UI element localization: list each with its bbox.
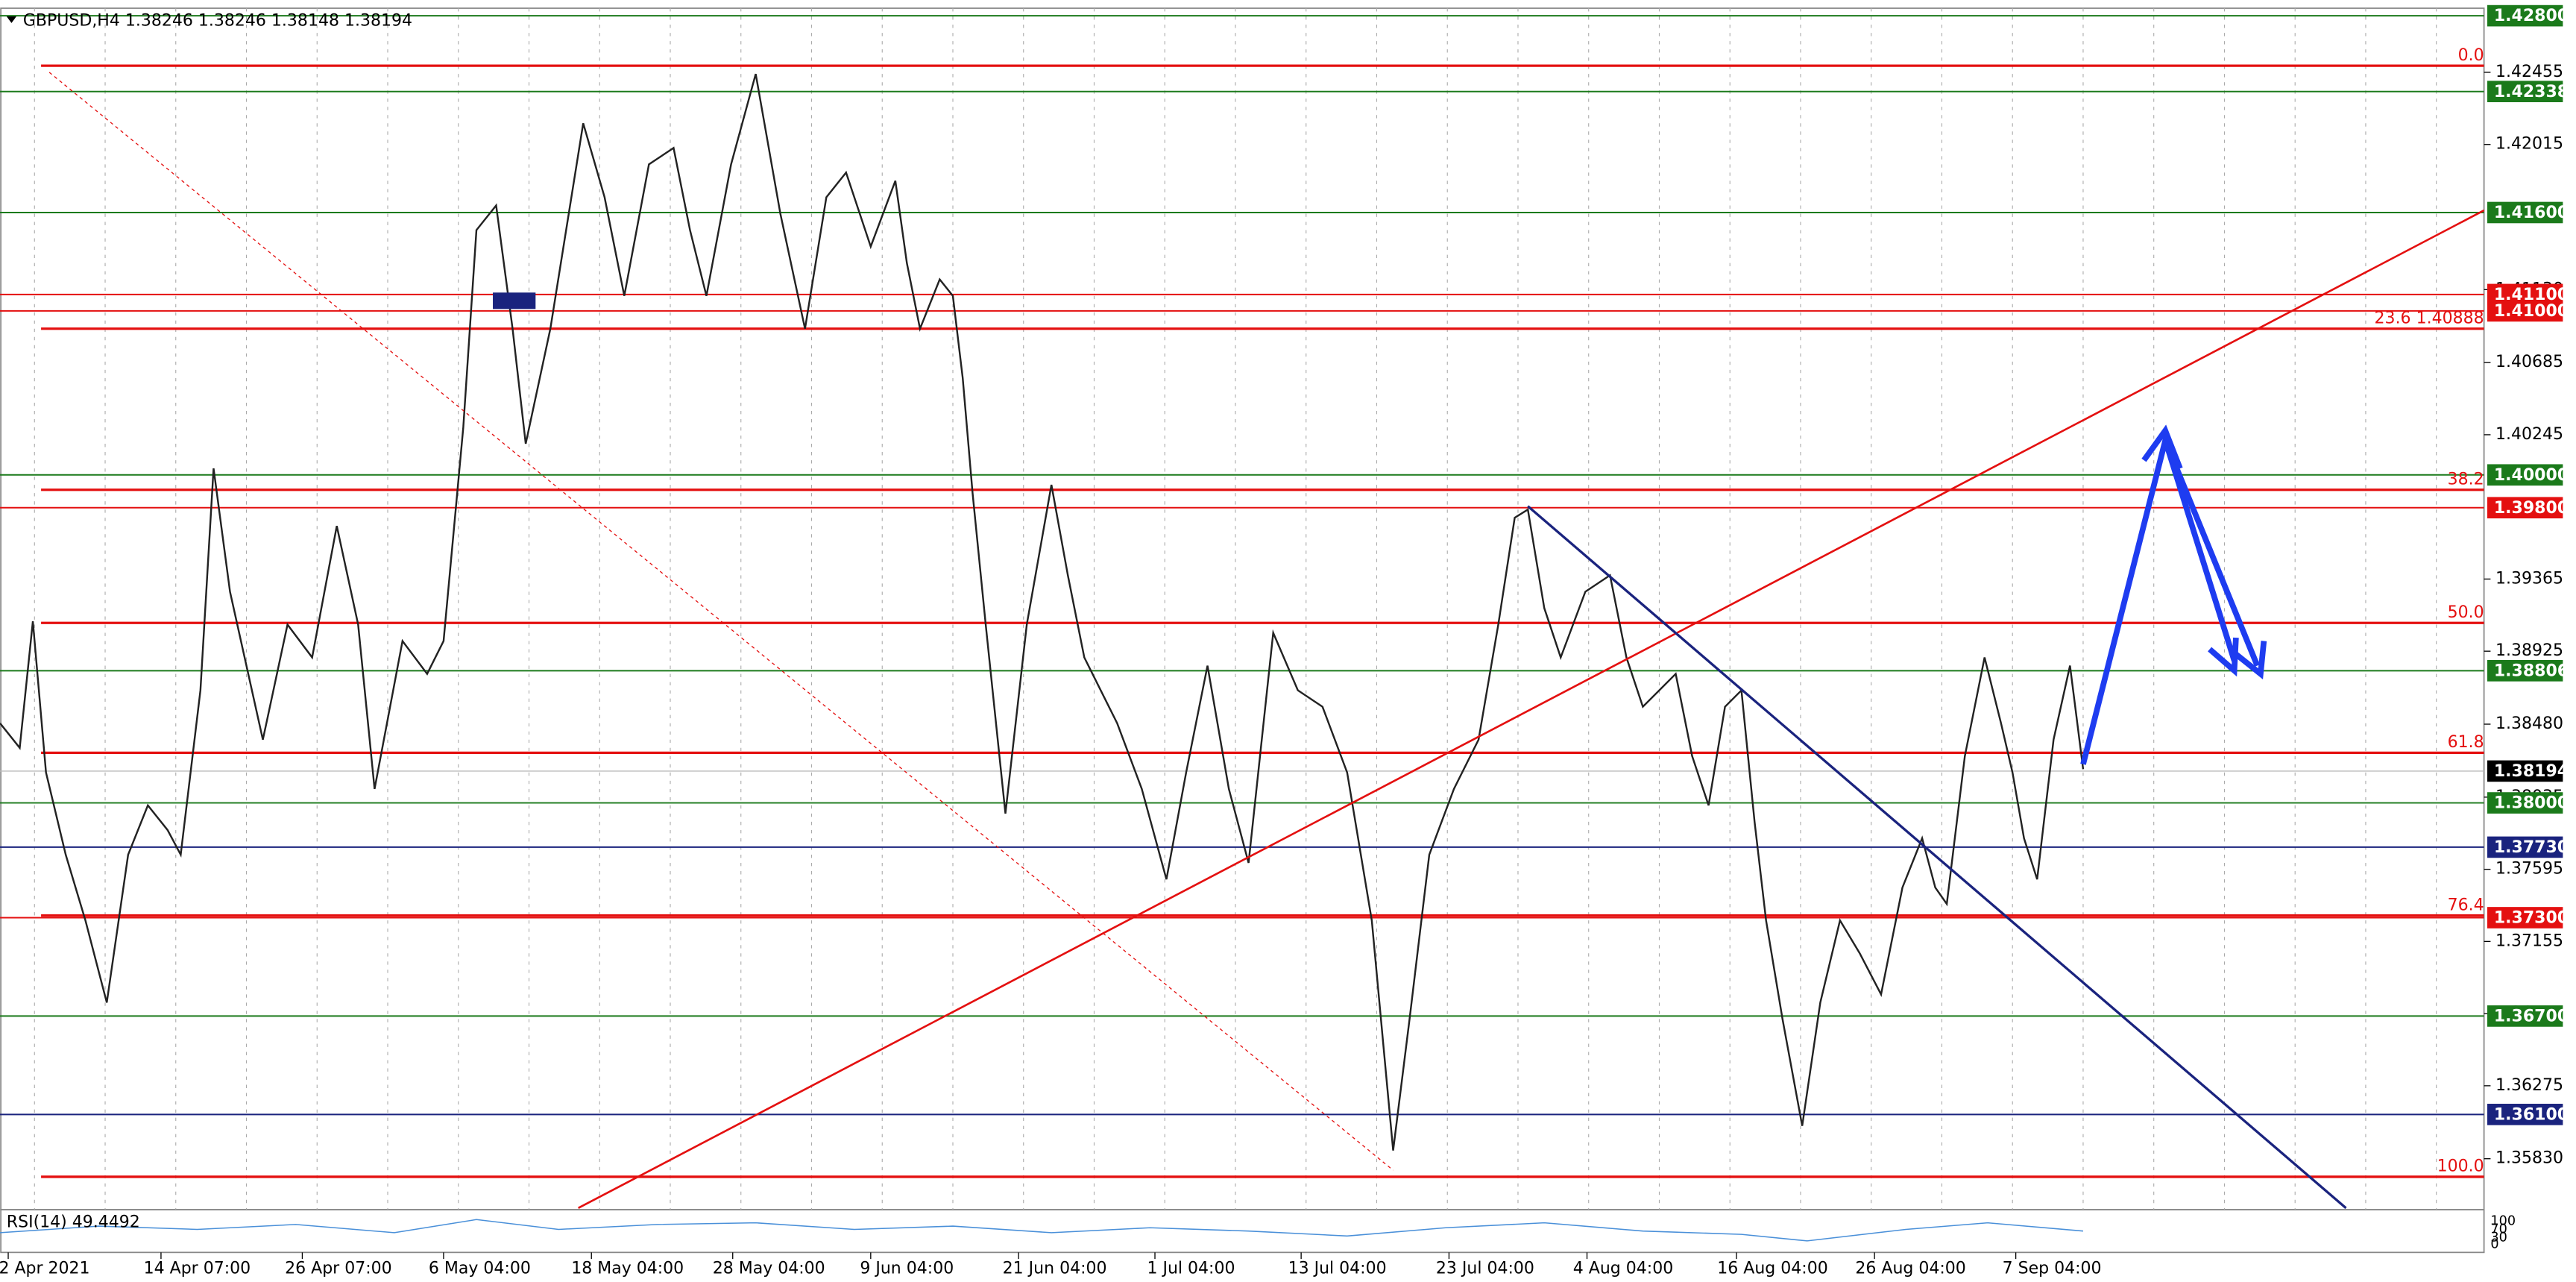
levels: [0, 15, 2484, 1178]
level-label: 1.37730: [2494, 838, 2569, 857]
price-label: 1.40685: [2495, 353, 2563, 371]
time-label: 14 Apr 07:00: [144, 1259, 251, 1278]
time-label: 13 Jul 04:00: [1288, 1259, 1387, 1278]
level-label: 1.40000: [2494, 466, 2569, 485]
level-box: [2487, 1104, 2563, 1125]
time-label: 21 Jun 04:00: [1003, 1259, 1107, 1278]
level-box: [2487, 497, 2563, 519]
level-box: [2487, 81, 2563, 103]
level-label: 1.36100: [2494, 1105, 2569, 1124]
rsi-scale-label: 30: [2490, 1230, 2507, 1245]
level-box: [2487, 760, 2563, 782]
price-line: [0, 73, 2085, 1151]
level-box: [2487, 836, 2563, 858]
price-label: 1.39365: [2495, 569, 2563, 588]
time-label: 26 Apr 07:00: [285, 1259, 392, 1278]
grid: [34, 8, 2437, 1210]
level-label: 1.39800: [2494, 499, 2569, 518]
level-box: [2487, 201, 2563, 224]
price-label: 1.42015: [2495, 135, 2563, 154]
level-label: 1.42800: [2494, 7, 2569, 25]
fib-label: 38.2: [2448, 471, 2484, 489]
forecast-arrows: [2080, 424, 2267, 765]
time-label: 6 May 04:00: [429, 1259, 531, 1278]
rsi-label: RSI(14) 49.4492: [7, 1213, 140, 1232]
rsi-scale-label: 100: [2490, 1213, 2516, 1228]
level-box: [2487, 907, 2563, 928]
time-label: 26 Aug 04:00: [1855, 1259, 1965, 1278]
rsi-scale-label: 70: [2490, 1222, 2507, 1237]
level-box: [2487, 300, 2563, 322]
level-label: 1.38194: [2494, 762, 2569, 781]
arrow-head: [2234, 641, 2267, 680]
arrow-head: [2141, 424, 2183, 470]
level-box: [2487, 4, 2563, 27]
level-box: [2487, 464, 2563, 486]
fib-label: 0.0: [2458, 46, 2484, 65]
time-label: 28 May 04:00: [713, 1259, 825, 1278]
price-label: 1.36275: [2495, 1076, 2563, 1095]
time-label: 4 Aug 04:00: [1573, 1259, 1673, 1278]
price-label: 1.38925: [2495, 641, 2563, 660]
level-label: 1.41000: [2494, 302, 2569, 321]
time-label: 16 Aug 04:00: [1717, 1259, 1827, 1278]
price-label: 1.37595: [2495, 860, 2563, 879]
level-label: 1.42338: [2494, 83, 2569, 101]
symbol-header: GBPUSD,H4 1.38246 1.38246 1.38148 1.3819…: [23, 12, 412, 31]
fib-label: 100.0: [2437, 1157, 2484, 1176]
fib-label: 76.4: [2448, 896, 2484, 914]
labels: 1.424551.420151.411301.406851.402451.393…: [0, 4, 2569, 1278]
rsi-scale-label: 0: [2490, 1237, 2498, 1251]
marker-box: [493, 292, 536, 309]
level-label: 1.41600: [2494, 204, 2569, 222]
rsi-line: [0, 1219, 2084, 1242]
level-box: [2487, 660, 2563, 682]
level-label: 1.38806: [2494, 662, 2569, 680]
level-label: 1.37300: [2494, 909, 2569, 928]
time-label: 1 Jul 04:00: [1147, 1259, 1235, 1278]
price-label: 1.37155: [2495, 931, 2563, 950]
fib-diagonal: [48, 72, 1394, 1171]
time-label: 18 May 04:00: [571, 1259, 684, 1278]
price-label: 1.42455: [2495, 63, 2563, 81]
time-label: 7 Sep 04:00: [2003, 1259, 2102, 1278]
arrow-path: [2162, 439, 2261, 667]
time-label: 2 Apr 2021: [0, 1259, 90, 1278]
trendline-down: [1527, 505, 2347, 1210]
price-label: 1.40245: [2495, 425, 2563, 444]
menu-caret: [6, 16, 17, 23]
time-label: 9 Jun 04:00: [860, 1259, 954, 1278]
trendline-up: [577, 209, 2485, 1209]
fib-label: 50.0: [2448, 603, 2484, 622]
price-label: 1.35830: [2495, 1149, 2563, 1168]
time-label: 23 Jul 04:00: [1436, 1259, 1534, 1278]
fib-label: 61.8: [2448, 733, 2484, 752]
level-box: [2487, 1005, 2563, 1027]
price-label: 1.38480: [2495, 714, 2563, 733]
arrow-head: [2208, 637, 2239, 677]
fib-label: 23.6 1.40888: [2375, 309, 2484, 328]
level-label: 1.36700: [2494, 1008, 2569, 1026]
rsi-pane: [0, 1209, 2485, 1254]
level-label: 1.38000: [2494, 794, 2569, 813]
level-box: [2487, 792, 2563, 814]
